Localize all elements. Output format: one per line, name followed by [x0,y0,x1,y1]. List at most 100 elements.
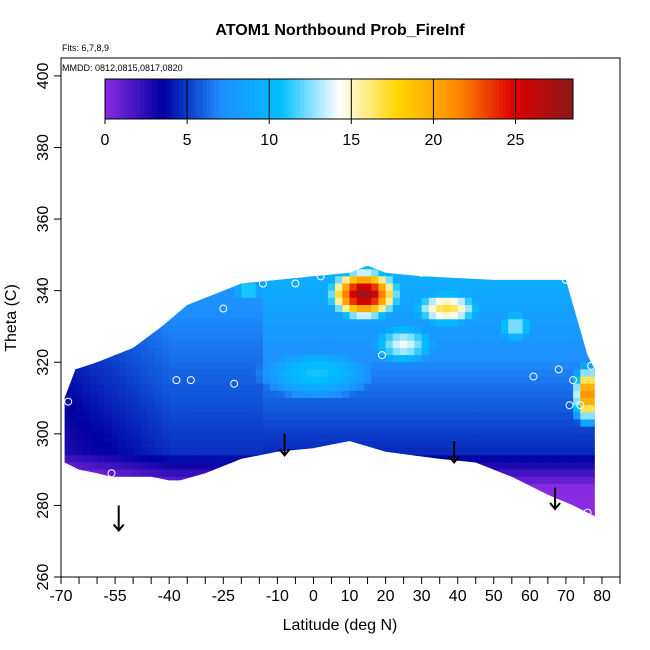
heatmap-cell [493,390,502,399]
heatmap-cell [580,355,589,363]
heatmap-cell [558,376,567,385]
heatmap-cell [82,269,91,277]
heatmap-cell [234,390,242,399]
heatmap-cell [400,355,408,363]
colorbar-swatch [112,79,118,119]
heatmap-cell [147,469,156,478]
heatmap-cell [327,355,336,363]
heatmap-cell [580,412,589,421]
heatmap-cell [522,390,531,399]
heatmap-cell [428,390,437,399]
heatmap-cell [64,276,69,285]
heatmap-cell [565,369,574,378]
heatmap-cell [529,433,538,442]
heatmap-cell [140,469,149,478]
heatmap-cell [111,405,120,413]
heatmap-cell [154,265,163,270]
heatmap-cell [349,283,358,292]
heatmap-cell [219,269,228,277]
heatmap-cell [457,483,466,492]
heatmap-cell [428,283,437,292]
heatmap-cell [89,265,98,270]
heatmap-cell [371,376,379,385]
heatmap-cell [428,290,437,299]
heatmap-cell [428,462,437,471]
heatmap-cell [212,433,221,442]
heatmap-cell [385,347,394,356]
heatmap-cell [486,469,495,478]
heatmap-cell [407,283,415,292]
heatmap-cell [356,333,365,342]
heatmap-cell [320,312,329,320]
heatmap-cell [176,340,185,349]
heatmap-cell [64,305,69,313]
heatmap-cell [169,398,177,406]
heatmap-cell [421,405,430,413]
heatmap-cell [436,448,444,456]
heatmap-cell [594,512,595,517]
heatmap-cell [580,297,589,306]
heatmap-cell [219,297,228,306]
heatmap-cell [198,319,206,328]
heatmap-cell [313,462,322,471]
heatmap-cell [486,297,495,306]
heatmap-cell [508,369,516,378]
heatmap-cell [320,419,329,428]
heatmap-cell [306,347,314,356]
heatmap-cell [219,426,228,435]
heatmap-cell [299,390,307,399]
heatmap-cell [392,276,401,285]
heatmap-cell [400,491,408,499]
heatmap-cell [75,297,84,306]
heatmap-cell [385,426,394,435]
heatmap-cell [537,455,545,464]
heatmap-cell [125,362,134,370]
heatmap-cell [140,347,149,356]
heatmap-cell [573,462,581,471]
heatmap-cell [219,283,228,292]
heatmap-cell [147,455,156,464]
heatmap-cell [392,312,401,320]
heatmap-cell [443,433,452,442]
heatmap-cell [544,483,553,492]
heatmap-cell [537,448,545,456]
heatmap-cell [212,405,221,413]
heatmap-cell [82,312,91,320]
heatmap-cell [118,426,127,435]
heatmap-cell [255,340,264,349]
heatmap-cell [284,355,293,363]
heatmap-cell [472,433,480,442]
heatmap-cell [147,326,156,335]
heatmap-cell [551,390,560,399]
heatmap-cell [97,340,105,349]
heatmap-cell [198,412,206,421]
heatmap-cell [320,283,329,292]
heatmap-cell [313,476,322,485]
heatmap-cell [147,512,156,517]
heatmap-cell [183,369,192,378]
heatmap-cell [263,305,271,313]
heatmap-cell [342,476,351,485]
heatmap-cell [104,448,113,456]
heatmap-cell [212,297,221,306]
heatmap-cell [320,455,329,464]
heatmap-cell [342,483,351,492]
heatmap-cell [248,441,257,449]
heatmap-cell [234,483,242,492]
heatmap-cell [407,340,415,349]
heatmap-cell [205,340,214,349]
heatmap-cell [465,520,473,528]
heatmap-cell [436,462,444,471]
heatmap-cell [125,355,134,363]
heatmap-cell [363,469,372,478]
heatmap-cell [255,498,264,507]
heatmap-cell [212,483,221,492]
heatmap-cell [342,340,351,349]
heatmap-cell [508,412,516,421]
heatmap-cell [306,498,314,507]
heatmap-cell [421,483,430,492]
heatmap-cell [414,276,423,285]
heatmap-cell [82,433,91,442]
heatmap-cell [552,255,560,263]
heatmap-cell [335,290,343,299]
